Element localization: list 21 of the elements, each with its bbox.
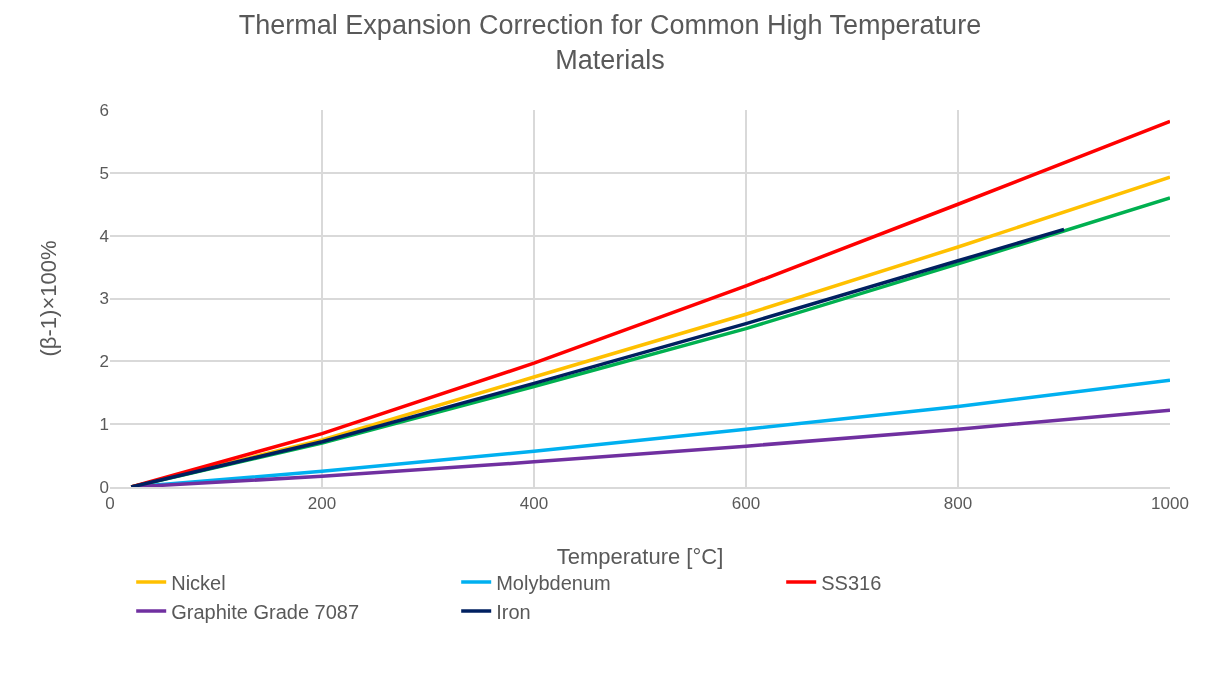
x-tick-label: 600 bbox=[731, 494, 761, 514]
x-tick-label: 1000 bbox=[1151, 494, 1189, 514]
x-tick-label: 800 bbox=[943, 494, 973, 514]
x-axis-title: Temperature [°C] bbox=[556, 543, 724, 569]
legend-label: Molybdenum bbox=[496, 571, 611, 594]
y-tick-label: 0 bbox=[99, 477, 109, 497]
y-tick-label: 6 bbox=[99, 100, 109, 120]
line-series bbox=[129, 227, 1066, 487]
chart-title: Thermal Expansion Correction for Common High Temperature Materials bbox=[238, 9, 982, 75]
legend-label: SS316 bbox=[821, 571, 882, 594]
y-tick-label: 5 bbox=[99, 163, 109, 183]
x-tick-label: 200 bbox=[307, 494, 337, 514]
legend-label: Iron bbox=[496, 600, 531, 623]
x-tick-label: 400 bbox=[519, 494, 549, 514]
y-tick-label: 2 bbox=[99, 352, 109, 372]
legend-label: Nickel bbox=[171, 571, 226, 594]
y-tick-label: 3 bbox=[99, 289, 109, 309]
y-axis-title: (β-1)×100% bbox=[36, 240, 61, 357]
legend-label: Graphite Grade 7087 bbox=[171, 600, 360, 623]
y-tick-label: 4 bbox=[99, 226, 109, 246]
y-tick-label: 1 bbox=[99, 415, 109, 435]
